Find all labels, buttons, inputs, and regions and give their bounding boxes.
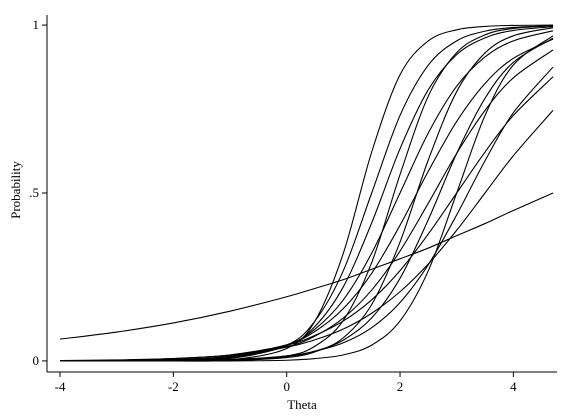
curve (60, 25, 554, 362)
y-tick-label: 1 (33, 17, 40, 32)
curve (60, 35, 554, 362)
y-tick-label: 0 (33, 353, 40, 368)
curve (60, 30, 554, 362)
curve (59, 192, 554, 340)
curve (60, 49, 554, 362)
curve (60, 27, 554, 362)
curve (60, 26, 554, 362)
curve (60, 24, 554, 362)
x-axis-title: Theta (287, 397, 317, 412)
curve (60, 110, 554, 362)
x-tick-label: 4 (510, 379, 517, 394)
x-tick-label: -2 (168, 379, 179, 394)
curve (60, 66, 554, 362)
y-axis-title: Probability (8, 161, 23, 219)
x-tick-label: 2 (397, 379, 404, 394)
y-tick-label: .5 (29, 185, 39, 200)
curve (60, 25, 554, 362)
x-tick-label: -4 (55, 379, 66, 394)
curve (60, 37, 554, 362)
x-tick-label: 0 (283, 379, 290, 394)
